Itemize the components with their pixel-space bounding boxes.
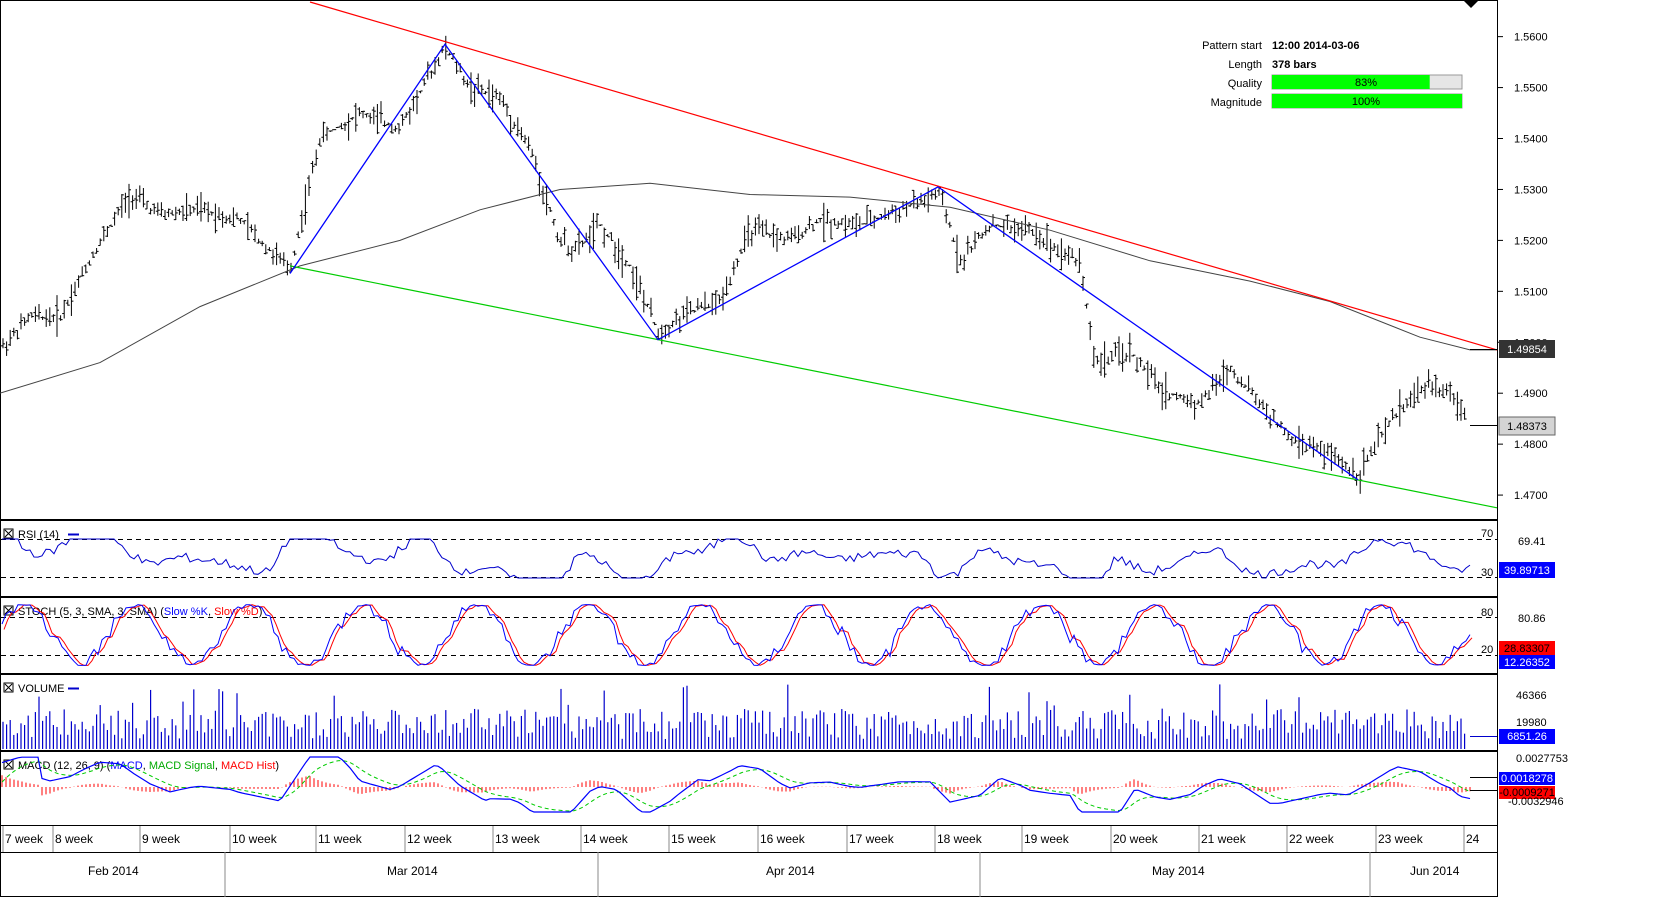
magnitude-value: 100% — [1352, 96, 1380, 108]
week-label: 17 week — [849, 832, 895, 846]
week-label: 18 week — [937, 832, 983, 846]
month-label: Mar 2014 — [387, 864, 438, 878]
stoch-title-line: STOCH (5, 3, SMA, 3, SMA) (Slow %K, Slow… — [18, 606, 262, 618]
length-label: Length — [1228, 59, 1262, 71]
price-axis-tick-label: 1.5200 — [1514, 235, 1548, 247]
week-label: 24 — [1466, 832, 1480, 846]
week-label: 20 week — [1113, 832, 1159, 846]
month-label: May 2014 — [1152, 864, 1205, 878]
volume-tick-1: 46366 — [1516, 690, 1547, 702]
month-label: Apr 2014 — [766, 864, 815, 878]
price-axis-tick-label: 1.4900 — [1514, 388, 1548, 400]
price-axis-tick-label: 1.5300 — [1514, 184, 1548, 196]
quality-label: Quality — [1228, 78, 1263, 90]
month-label: Jun 2014 — [1410, 864, 1460, 878]
stoch-top-label: 80.86 — [1518, 613, 1546, 625]
price-axis-tick-label: 1.4700 — [1514, 490, 1548, 502]
macd-title-line: MACD (12, 26, 9) (MACD, MACD Signal, MAC… — [18, 760, 279, 772]
week-label: 11 week — [318, 832, 363, 846]
week-label: 16 week — [760, 832, 806, 846]
rsi-top-label: 69.41 — [1518, 536, 1546, 548]
price-axis-tick-label: 1.5100 — [1514, 286, 1548, 298]
macd-top-label: 0.0027753 — [1516, 753, 1568, 765]
rsi-level-30-label: 30 — [1481, 567, 1493, 579]
rsi-panel — [1, 521, 1498, 597]
macd-label-1: 0.0018278 — [1501, 773, 1553, 785]
price-axis-tick-label: 1.5400 — [1514, 134, 1548, 146]
length-value: 378 bars — [1272, 59, 1317, 71]
week-label: 8 week — [55, 832, 94, 846]
rsi-level-70-label: 70 — [1481, 528, 1493, 540]
rsi-current-label: 39.89713 — [1504, 565, 1550, 577]
price-axis-tick-label: 1.5500 — [1514, 83, 1548, 95]
price-bar — [861, 224, 865, 225]
macd-bottom-label: -0.0032946 — [1508, 796, 1564, 808]
week-label: 15 week — [671, 832, 717, 846]
week-label: 19 week — [1024, 832, 1070, 846]
week-label: 23 week — [1378, 832, 1424, 846]
stoch-level-80-label: 80 — [1481, 607, 1493, 619]
volume-current-label: 6851.26 — [1507, 731, 1547, 743]
volume-title: VOLUME — [18, 683, 64, 695]
pattern-start-value: 12:00 2014-03-06 — [1272, 40, 1359, 52]
current-price-label: 1.48373 — [1507, 421, 1547, 433]
week-label: 13 week — [495, 832, 541, 846]
quality-value: 83% — [1355, 77, 1377, 89]
magnitude-label: Magnitude — [1211, 97, 1262, 109]
week-label: 7 week — [5, 832, 44, 846]
ma-price-label: 1.49854 — [1507, 344, 1547, 356]
volume-tick-2: 19980 — [1516, 717, 1547, 729]
week-label: 10 week — [232, 832, 278, 846]
stoch-level-20-label: 20 — [1481, 644, 1493, 656]
pattern-start-label: Pattern start — [1202, 40, 1262, 52]
week-label: 21 week — [1201, 832, 1247, 846]
quality-bar-fill — [1272, 75, 1430, 89]
week-label: 14 week — [583, 832, 629, 846]
stoch-k-label: 12.26352 — [1504, 657, 1550, 669]
price-axis-tick-label: 1.5600 — [1514, 32, 1548, 44]
stoch-d-label: 28.83307 — [1504, 643, 1550, 655]
price-axis-tick-label: 1.4800 — [1514, 439, 1548, 451]
week-label: 12 week — [407, 832, 453, 846]
volume-panel — [1, 675, 1498, 751]
week-label: 22 week — [1289, 832, 1335, 846]
month-label: Feb 2014 — [88, 864, 139, 878]
week-label: 9 week — [142, 832, 181, 846]
